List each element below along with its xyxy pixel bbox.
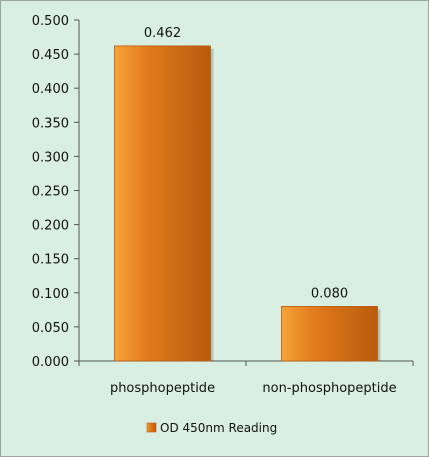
x-category-label: phosphopeptide <box>110 381 215 396</box>
y-tick-label: 0.100 <box>32 287 69 302</box>
axes: 0.000 0.050 0.100 0.150 0.200 0.250 0.300 0.350… <box>32 14 414 370</box>
y-tick-label: 0.000 <box>32 355 69 370</box>
legend-swatch <box>146 422 157 433</box>
labels: 0.462 phosphopeptide 0.080 non-phosphopepti… <box>110 26 397 396</box>
bar-non-phosphopeptide <box>281 306 378 362</box>
y-tick-label: 0.050 <box>32 321 69 336</box>
bar-phosphopeptide <box>114 45 211 362</box>
y-tick-label: 0.400 <box>32 82 69 97</box>
y-tick-label: 0.200 <box>32 219 69 234</box>
x-category-label: non-phosphopeptide <box>262 381 396 396</box>
legend: OD 450nm Reading <box>146 421 277 435</box>
y-tick-label: 0.150 <box>32 253 69 268</box>
y-tick-label: 0.500 <box>32 14 69 29</box>
legend-label: OD 450nm Reading <box>160 421 277 435</box>
data-label: 0.080 <box>311 286 348 301</box>
bars <box>114 45 381 362</box>
data-label: 0.462 <box>144 26 181 41</box>
y-tick-label: 0.450 <box>32 48 69 63</box>
y-tick-label: 0.350 <box>32 116 69 131</box>
y-tick-label: 0.250 <box>32 185 69 200</box>
y-tick-label: 0.300 <box>32 150 69 165</box>
